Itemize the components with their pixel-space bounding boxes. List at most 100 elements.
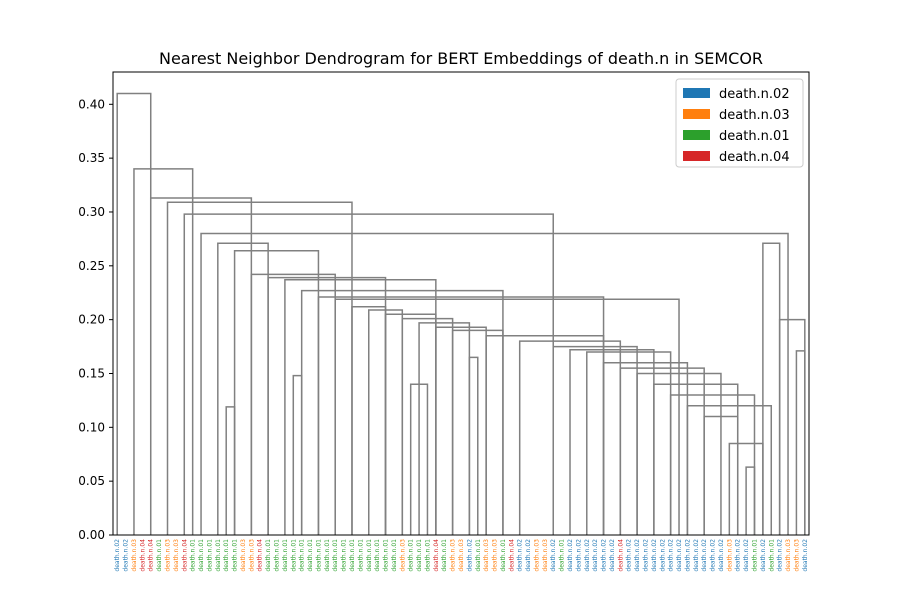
leaf-label: death.n.02 — [684, 539, 691, 572]
x-axis-leaf-labels: death.n.02 death.n.02 death.n.03 death.n.04… — [114, 539, 809, 572]
y-tick-label: 0.15 — [78, 366, 105, 380]
dendrogram-link — [317, 296, 605, 535]
dendrogram-link — [200, 232, 789, 535]
leaf-label: death.n.01 — [559, 539, 566, 572]
leaf-label: death.n.03 — [793, 539, 800, 572]
leaf-label: death.n.02 — [642, 539, 649, 572]
leaf-label: death.n.02 — [760, 539, 767, 572]
y-tick-label: 0.20 — [78, 313, 105, 327]
leaf-label: death.n.03 — [542, 539, 549, 572]
leaf-label: death.n.01 — [441, 539, 448, 572]
leaf-label: death.n.03 — [173, 539, 180, 572]
dendrogram-link — [334, 298, 680, 535]
leaf-label: death.n.02 — [802, 539, 809, 572]
dendrogram-link — [586, 351, 672, 535]
leaf-label: death.n.01 — [282, 539, 289, 572]
dendrogram-link — [552, 345, 638, 535]
dendrogram-link — [451, 329, 504, 535]
leaf-label: death.n.02 — [743, 539, 750, 572]
legend-swatch — [683, 109, 710, 119]
dendrogram-link — [133, 168, 194, 535]
plot-area-frame — [112, 71, 810, 536]
dendrogram-link — [292, 374, 303, 535]
leaf-label: death.n.03 — [483, 539, 490, 572]
legend-swatch — [683, 130, 710, 140]
leaf-label: death.n.03 — [131, 539, 138, 572]
leaf-label: death.n.01 — [307, 539, 314, 572]
leaf-label: death.n.01 — [391, 539, 398, 572]
leaf-label: death.n.02 — [693, 539, 700, 572]
leaf-label: death.n.02 — [517, 539, 524, 572]
leaf-label: death.n.04 — [617, 539, 624, 572]
leaf-label: death.n.01 — [374, 539, 381, 572]
leaf-label: death.n.02 — [609, 539, 616, 572]
leaf-label: death.n.02 — [601, 539, 608, 572]
leaf-label: death.n.02 — [626, 539, 633, 572]
leaf-label: death.n.04 — [139, 539, 146, 572]
leaf-label: death.n.01 — [290, 539, 297, 572]
dendrogram-link — [267, 276, 387, 535]
legend-label: death.n.03 — [719, 108, 790, 123]
leaf-label: death.n.02 — [550, 539, 557, 572]
leaf-label: death.n.03 — [399, 539, 406, 572]
legend-label: death.n.04 — [719, 150, 790, 165]
leaf-label: death.n.02 — [710, 539, 717, 572]
leaf-label: death.n.02 — [735, 539, 742, 572]
y-tick-label: 0.05 — [78, 474, 105, 488]
y-axis: 0.00 0.05 0.10 0.15 0.20 0.25 0.30 0.35 0.40 — [78, 97, 113, 542]
leaf-label: death.n.01 — [366, 539, 373, 572]
legend-label: death.n.01 — [719, 129, 790, 144]
leaf-label: death.n.01 — [349, 539, 356, 572]
dendrogram-link — [778, 318, 806, 535]
leaf-label: death.n.04 — [433, 539, 440, 572]
leaf-label: death.n.01 — [156, 539, 163, 572]
dendrogram-link — [409, 383, 429, 535]
dendrogram-link — [686, 405, 773, 535]
leaf-label: death.n.02 — [676, 539, 683, 572]
leaf-label: death.n.03 — [240, 539, 247, 572]
leaf-label: death.n.01 — [232, 539, 239, 572]
leaf-label: death.n.01 — [751, 539, 758, 572]
dendrogram-link — [217, 242, 269, 535]
dendrogram-link — [636, 372, 722, 535]
y-tick-label: 0.30 — [78, 205, 105, 219]
leaf-label: death.n.01 — [223, 539, 230, 572]
y-tick-label: 0.00 — [78, 528, 105, 542]
dendrogram-link — [233, 249, 320, 535]
leaf-label: death.n.01 — [299, 539, 306, 572]
legend: death.n.02 death.n.03 death.n.01 death.n.04 — [675, 78, 804, 168]
leaf-label: death.n.02 — [123, 539, 130, 572]
leaf-label: death.n.02 — [584, 539, 591, 572]
chart-title: Nearest Neighbor Dendrogram for BERT Emb… — [159, 49, 763, 68]
dendrogram-link — [468, 356, 479, 535]
leaf-label: death.n.03 — [458, 539, 465, 572]
legend-label: death.n.02 — [719, 87, 790, 102]
leaf-label: death.n.01 — [190, 539, 197, 572]
legend-box — [675, 78, 804, 168]
leaf-label: death.n.04 — [508, 539, 515, 572]
dendrogram-link — [653, 383, 739, 535]
dendrogram-link — [225, 406, 236, 535]
dendrogram-link — [435, 326, 487, 535]
leaf-label: death.n.02 — [634, 539, 641, 572]
leaf-label: death.n.01 — [265, 539, 272, 572]
leaf-label: death.n.01 — [332, 539, 339, 572]
leaf-label: death.n.02 — [659, 539, 666, 572]
dendrogram-link — [602, 361, 689, 535]
dendrogram-link — [166, 201, 353, 535]
leaf-label: death.n.03 — [450, 539, 457, 572]
leaf-label: death.n.02 — [668, 539, 675, 572]
dendrogram-link — [619, 367, 705, 535]
y-tick-label: 0.10 — [78, 420, 105, 434]
leaf-label: death.n.04 — [148, 539, 155, 572]
dendrogram-link — [418, 322, 471, 535]
dendrogram-link — [569, 349, 655, 535]
leaf-label: death.n.01 — [475, 539, 482, 572]
leaf-label: death.n.01 — [383, 539, 390, 572]
leaf-label: death.n.02 — [718, 539, 725, 572]
leaf-label: death.n.01 — [341, 539, 348, 572]
leaf-label: death.n.01 — [206, 539, 213, 572]
dendrogram-link — [745, 466, 756, 535]
leaf-label: death.n.01 — [500, 539, 507, 572]
